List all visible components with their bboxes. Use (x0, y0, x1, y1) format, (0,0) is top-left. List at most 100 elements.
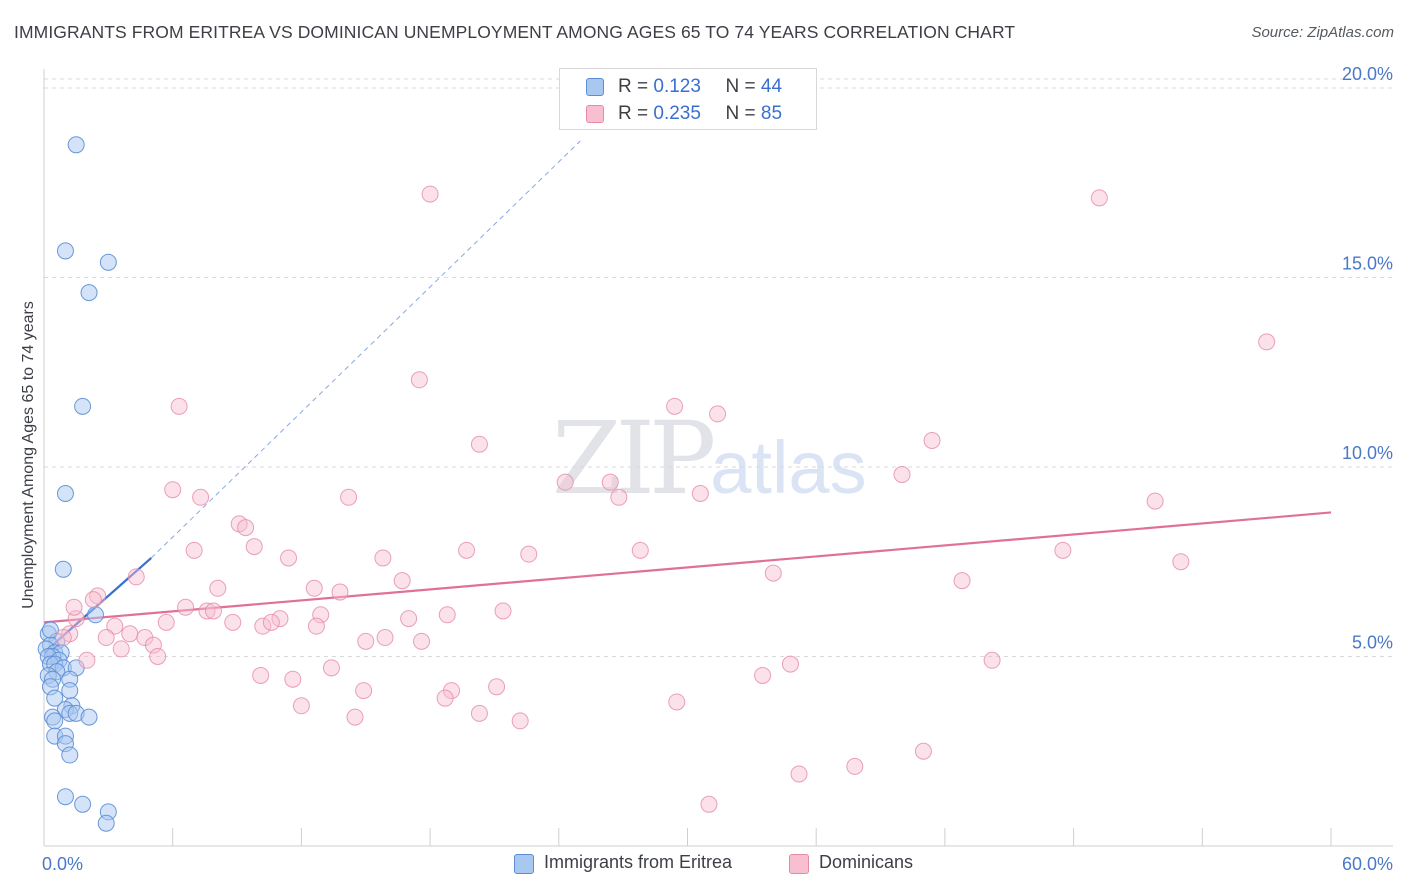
data-point-dominican (764, 564, 782, 582)
data-point-dominican (312, 606, 330, 624)
legend-n-label: N = (725, 76, 756, 97)
legend-r-value: 0.123 (653, 76, 701, 97)
data-point-dominican (121, 625, 139, 643)
data-point-eritrea (46, 689, 64, 707)
data-point-eritrea (80, 708, 98, 726)
data-point-dominican (488, 678, 506, 696)
data-point-dominican (144, 636, 162, 654)
data-point-dominican (601, 473, 619, 491)
legend-n-value: 44 (760, 76, 783, 97)
data-point-eritrea (97, 814, 115, 832)
data-point-dominican (631, 541, 649, 559)
series-eritrea-points (37, 136, 117, 832)
y-tick-label: 5.0% (1352, 632, 1393, 652)
data-point-dominican (112, 640, 130, 658)
data-point-eritrea (61, 682, 79, 700)
data-point-dominican (224, 613, 242, 631)
data-point-dominican (209, 579, 227, 597)
data-point-dominican (355, 682, 373, 700)
data-point-dominican (413, 632, 431, 650)
data-point-dominican (610, 488, 628, 506)
data-point-dominican (494, 602, 512, 620)
data-point-dominican (400, 610, 418, 628)
data-point-dominican (149, 647, 167, 665)
legend-swatch-eritrea (586, 78, 604, 96)
legend-swatch-dominican (586, 105, 604, 123)
legend-n-label: N = (725, 103, 756, 124)
correlation-legend: R = 0.123 N = 44 R = 0.235 N = 85 (559, 68, 817, 130)
data-point-eritrea (56, 788, 74, 806)
data-point-dominican (556, 473, 574, 491)
data-point-dominican (237, 519, 255, 537)
data-point-dominican (254, 617, 272, 635)
data-point-eritrea (56, 485, 74, 503)
data-point-dominican (953, 572, 971, 590)
legend-swatch-eritrea (514, 854, 534, 874)
grid-lines (44, 78, 1393, 657)
data-point-dominican (893, 466, 911, 484)
legend-text-dominican: R = 0.235 N = 85 (618, 103, 782, 125)
data-point-dominican (331, 583, 349, 601)
data-point-dominican (97, 629, 115, 647)
data-point-dominican (54, 629, 72, 647)
data-point-eritrea (46, 712, 64, 730)
legend-n-value: 85 (760, 103, 783, 124)
data-point-eritrea (67, 136, 85, 154)
data-point-dominican (106, 617, 124, 635)
trend-lines (43, 140, 1332, 654)
data-point-dominican (709, 405, 727, 423)
data-point-dominican (164, 481, 182, 499)
data-point-dominican (438, 606, 456, 624)
data-point-dominican (185, 541, 203, 559)
data-point-dominican (280, 549, 298, 567)
data-point-dominican (1090, 189, 1108, 207)
data-point-dominican (374, 549, 392, 567)
data-point-dominican (170, 397, 188, 415)
data-point-dominican (78, 651, 96, 669)
data-point-dominican (668, 693, 686, 711)
data-point-dominican (983, 651, 1001, 669)
data-point-dominican (198, 602, 216, 620)
series-legend: Immigrants from Eritrea Dominicans (0, 852, 1406, 880)
y-tick-label: 20.0% (1342, 64, 1393, 84)
data-point-dominican (271, 610, 289, 628)
data-point-dominican (790, 765, 808, 783)
y-tick-label: 10.0% (1342, 443, 1393, 463)
data-point-dominican (421, 185, 439, 203)
data-point-eritrea (74, 795, 92, 813)
trend-line-dominican (43, 511, 1332, 624)
data-point-dominican (691, 485, 709, 503)
data-point-dominican (192, 488, 210, 506)
x-tick-label: 0.0% (42, 854, 83, 874)
data-point-dominican (781, 655, 799, 673)
watermark-zip: ZIP (552, 400, 716, 517)
data-point-dominican (520, 545, 538, 563)
data-point-dominican (245, 538, 263, 556)
legend-r-value: 0.235 (653, 103, 701, 124)
data-point-dominican (284, 670, 302, 688)
data-point-dominican (846, 757, 864, 775)
data-point-eritrea (56, 242, 74, 260)
data-point-dominican (292, 697, 310, 715)
data-point-dominican (511, 712, 529, 730)
data-point-dominican (1172, 553, 1190, 571)
data-point-dominican (262, 613, 280, 631)
data-point-dominican (177, 598, 195, 616)
data-point-dominican (1146, 492, 1164, 510)
data-point-dominican (204, 602, 222, 620)
data-point-dominican (470, 435, 488, 453)
y-tick-label: 15.0% (1342, 253, 1393, 273)
data-point-dominican (157, 613, 175, 631)
data-point-dominican (666, 397, 684, 415)
data-point-eritrea (86, 606, 104, 624)
watermark: ZIPatlas (552, 400, 867, 517)
tick-labels: 5.0% 10.0% 15.0% 20.0% 0.0% 60.0% (42, 64, 1393, 874)
data-point-dominican (470, 704, 488, 722)
x-tick-label: 60.0% (1342, 854, 1393, 874)
data-point-dominican (84, 591, 102, 609)
data-point-dominican (1258, 333, 1276, 351)
data-point-dominican (357, 632, 375, 650)
data-point-dominican (307, 617, 325, 635)
data-point-dominican (376, 629, 394, 647)
